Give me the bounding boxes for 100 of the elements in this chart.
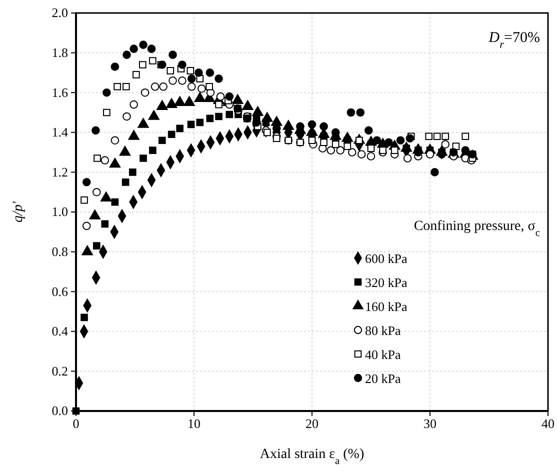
- point: [82, 222, 91, 230]
- point: [166, 67, 174, 74]
- point: [348, 148, 356, 156]
- point: [168, 130, 176, 138]
- point: [80, 196, 88, 204]
- point: [94, 154, 101, 162]
- point: [252, 106, 264, 116]
- point: [156, 100, 168, 110]
- point: [462, 132, 470, 140]
- point: [196, 118, 204, 126]
- point: [89, 210, 100, 220]
- point: [406, 134, 414, 143]
- annotation: D$_{r}$=70%: [488, 30, 540, 51]
- y-tick-label: 0.2: [52, 363, 68, 378]
- point: [186, 67, 194, 74]
- point: [206, 68, 214, 77]
- point: [226, 110, 234, 118]
- point: [357, 150, 366, 158]
- point: [379, 146, 386, 154]
- point: [178, 60, 186, 69]
- point: [425, 132, 432, 140]
- y-tick-label: 1.6: [52, 84, 68, 100]
- point: [326, 146, 336, 154]
- point: [166, 98, 178, 108]
- point: [367, 144, 375, 152]
- y-tick-label: 1.8: [52, 44, 68, 60]
- point: [198, 84, 206, 93]
- point: [100, 156, 110, 164]
- point: [264, 128, 271, 136]
- x-tick-label: 40: [542, 416, 554, 432]
- point: [149, 57, 156, 64]
- point: [308, 120, 316, 129]
- point: [272, 134, 280, 142]
- y-tick-label: 0.6: [52, 284, 68, 299]
- point: [176, 124, 184, 132]
- point: [110, 62, 120, 71]
- point: [82, 178, 91, 186]
- point: [346, 108, 356, 117]
- point: [187, 120, 195, 128]
- point: [187, 74, 196, 83]
- y-tick-label: 0.4: [52, 324, 68, 339]
- legend-label: 80 kPa: [365, 323, 401, 338]
- legend-title: Confining pressure, σ$_{c}$: [414, 219, 540, 238]
- point: [271, 116, 282, 126]
- point: [178, 76, 186, 85]
- point: [206, 82, 214, 90]
- point: [320, 138, 328, 146]
- point: [282, 120, 294, 130]
- y-axis-title: q/p': [11, 200, 26, 222]
- point: [92, 188, 101, 196]
- legend-label: 40 kPa: [365, 347, 401, 362]
- point: [242, 100, 254, 110]
- point: [206, 114, 214, 122]
- legend-label: 600 kPa: [365, 251, 408, 266]
- point: [403, 154, 412, 162]
- point: [114, 82, 121, 90]
- point: [433, 132, 441, 140]
- point: [168, 50, 177, 59]
- point: [442, 132, 450, 140]
- point: [344, 142, 352, 150]
- point: [194, 92, 206, 102]
- point: [139, 40, 148, 49]
- x-tick-label: 30: [424, 416, 436, 432]
- y-tick-label: 1.2: [52, 164, 68, 180]
- point: [159, 82, 168, 91]
- point: [101, 220, 109, 228]
- point: [284, 136, 292, 144]
- point: [150, 82, 160, 91]
- point: [187, 82, 196, 91]
- point: [111, 198, 119, 206]
- point: [132, 71, 140, 78]
- point: [122, 178, 130, 186]
- point: [147, 44, 156, 53]
- point: [128, 168, 136, 176]
- x-tick-label: 20: [306, 416, 318, 432]
- point: [215, 100, 222, 108]
- point: [100, 192, 112, 202]
- point: [82, 245, 93, 256]
- point: [149, 146, 156, 154]
- y-tick-label: 1.0: [52, 204, 68, 220]
- point: [232, 94, 244, 104]
- point: [122, 112, 131, 121]
- point: [80, 314, 88, 322]
- point: [332, 140, 340, 148]
- point: [148, 110, 160, 120]
- y-tick-label: 0.0: [52, 403, 68, 418]
- point: [92, 126, 100, 135]
- point: [214, 74, 223, 83]
- point: [103, 108, 110, 116]
- point: [308, 136, 316, 144]
- point: [174, 96, 186, 106]
- point: [372, 136, 382, 145]
- point: [426, 150, 434, 158]
- point: [130, 100, 138, 109]
- point: [216, 92, 225, 101]
- point: [140, 154, 147, 162]
- point: [122, 50, 131, 59]
- point: [320, 122, 328, 131]
- point: [184, 96, 195, 106]
- point: [92, 242, 100, 250]
